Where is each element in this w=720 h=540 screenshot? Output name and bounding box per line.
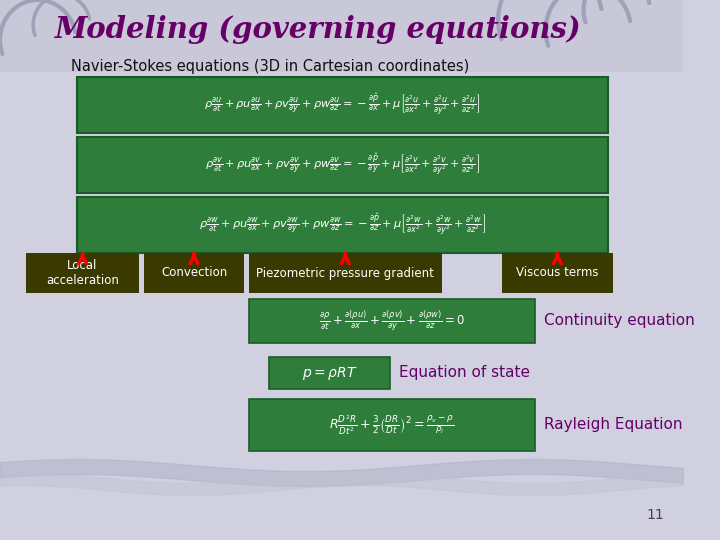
Text: $\rho \frac{\partial w}{\partial t} + \rho u \frac{\partial w}{\partial x} + \rh: $\rho \frac{\partial w}{\partial t} + \r… xyxy=(199,212,486,238)
FancyBboxPatch shape xyxy=(77,197,608,253)
Text: Viscous terms: Viscous terms xyxy=(516,267,599,280)
Text: $\rho \frac{\partial v}{\partial t} + \rho u \frac{\partial v}{\partial x} + \rh: $\rho \frac{\partial v}{\partial t} + \r… xyxy=(205,152,480,178)
FancyBboxPatch shape xyxy=(248,399,535,451)
Text: Piezometric pressure gradient: Piezometric pressure gradient xyxy=(256,267,434,280)
Text: 11: 11 xyxy=(647,508,664,522)
Text: $R \frac{D^2 R}{Dt^2} + \frac{3}{2}\left(\frac{DR}{Dt}\right)^2 = \frac{\rho_v -: $R \frac{D^2 R}{Dt^2} + \frac{3}{2}\left… xyxy=(329,413,454,437)
FancyBboxPatch shape xyxy=(26,253,140,293)
Text: Navier-Stokes equations (3D in Cartesian coordinates): Navier-Stokes equations (3D in Cartesian… xyxy=(71,58,469,73)
FancyBboxPatch shape xyxy=(248,299,535,343)
Text: Local
acceleration: Local acceleration xyxy=(46,259,119,287)
Text: $p = \rho RT$: $p = \rho RT$ xyxy=(302,364,358,381)
Text: Equation of state: Equation of state xyxy=(398,366,529,381)
FancyBboxPatch shape xyxy=(77,137,608,193)
FancyBboxPatch shape xyxy=(502,253,613,293)
Text: Continuity equation: Continuity equation xyxy=(544,314,695,328)
Text: Convection: Convection xyxy=(161,267,228,280)
Text: Modeling (governing equations): Modeling (governing equations) xyxy=(55,16,582,44)
Text: $\rho \frac{\partial u}{\partial t} + \rho u \frac{\partial u}{\partial x} + \rh: $\rho \frac{\partial u}{\partial t} + \r… xyxy=(204,92,481,118)
FancyBboxPatch shape xyxy=(269,357,390,389)
FancyBboxPatch shape xyxy=(248,253,442,293)
Bar xyxy=(0,0,683,72)
Text: $\frac{\partial \rho}{\partial t} + \frac{\partial (\rho u)}{\partial x} + \frac: $\frac{\partial \rho}{\partial t} + \fra… xyxy=(319,309,465,333)
FancyBboxPatch shape xyxy=(77,77,608,133)
FancyBboxPatch shape xyxy=(144,253,244,293)
Text: Rayleigh Equation: Rayleigh Equation xyxy=(544,417,682,433)
